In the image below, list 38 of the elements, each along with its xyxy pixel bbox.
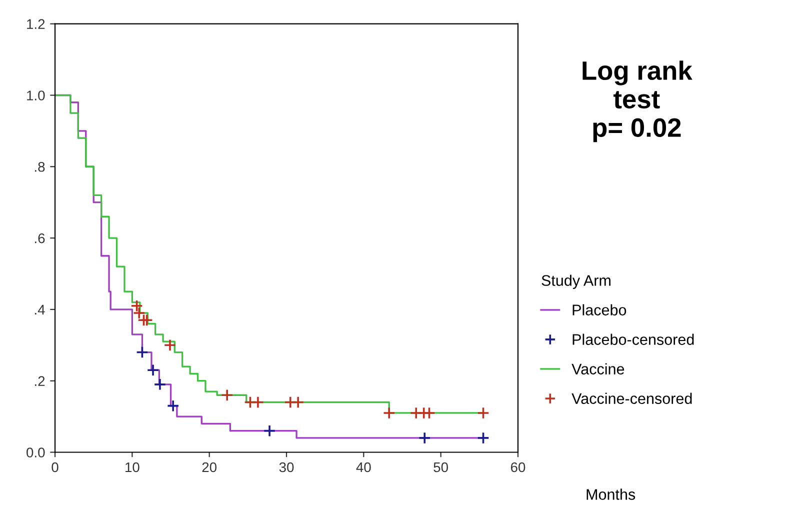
point bbox=[146, 364, 160, 376]
point bbox=[164, 338, 176, 352]
y-tick-label: .6 bbox=[34, 233, 45, 244]
legend-label: Placebo-censored bbox=[572, 334, 694, 345]
x-axis-title: Months bbox=[586, 488, 636, 500]
x-tick-label: 0 bbox=[52, 462, 58, 472]
y-tick-label: .4 bbox=[34, 304, 45, 314]
y-tick-label: 0.0 bbox=[26, 448, 45, 458]
point bbox=[154, 378, 166, 391]
x-tick-label: 50 bbox=[434, 462, 448, 472]
legend-label: Vaccine-censored bbox=[572, 392, 692, 404]
point bbox=[166, 400, 180, 412]
point bbox=[132, 306, 146, 320]
point bbox=[263, 424, 276, 438]
y-tick-label: 1.0 bbox=[27, 90, 45, 100]
legend-label: Vaccine bbox=[572, 363, 624, 374]
point bbox=[476, 432, 490, 444]
x-tick-label: 60 bbox=[510, 462, 526, 472]
point bbox=[252, 396, 264, 409]
point bbox=[292, 396, 304, 409]
text: Log rank test p= 0.02 bbox=[582, 60, 692, 142]
point bbox=[220, 388, 234, 402]
x-tick-label: 40 bbox=[356, 462, 371, 472]
point bbox=[140, 314, 154, 326]
point bbox=[476, 406, 490, 420]
y-tick-label: .8 bbox=[34, 162, 45, 172]
y-tick-label: 1.2 bbox=[27, 19, 45, 29]
point bbox=[382, 406, 396, 420]
y-tick-label: .2 bbox=[34, 376, 45, 386]
point bbox=[422, 406, 436, 420]
x-tick-label: 20 bbox=[202, 462, 217, 472]
point bbox=[136, 346, 148, 359]
point bbox=[418, 432, 431, 444]
legend-title: Study Arm bbox=[542, 274, 610, 289]
legend-label: Placebo bbox=[572, 304, 626, 316]
point bbox=[130, 300, 144, 312]
x-tick-label: 30 bbox=[279, 462, 294, 472]
x-tick-label: 10 bbox=[126, 462, 140, 472]
